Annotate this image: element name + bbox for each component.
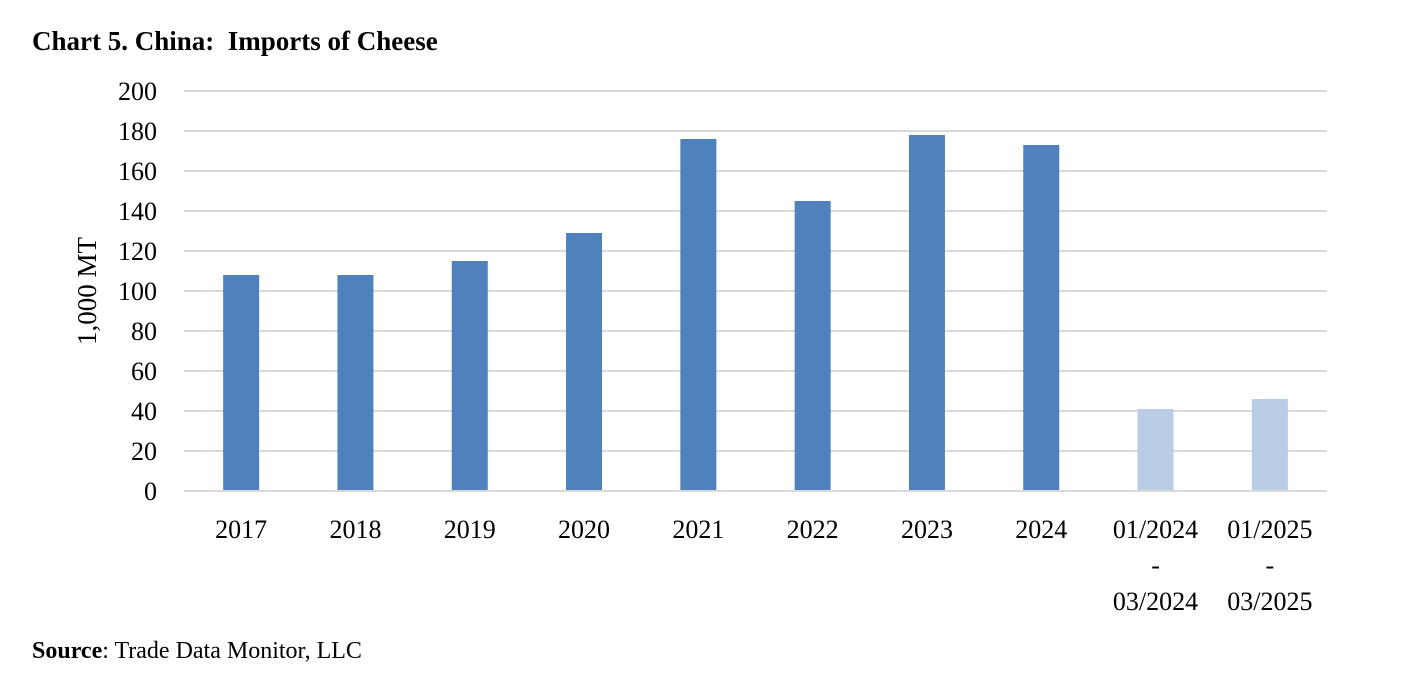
y-tick-label: 100 (118, 277, 157, 306)
y-tick-label: 160 (118, 157, 157, 186)
bar (908, 135, 945, 491)
x-tick-label: 2021 (672, 515, 724, 544)
x-tick-label-line: 2019 (444, 515, 496, 544)
y-tick-label: 120 (118, 237, 157, 266)
bar (337, 275, 374, 491)
x-tick-label-line: 2023 (901, 515, 953, 544)
bars (223, 135, 1288, 491)
bar (566, 233, 603, 491)
bar (1137, 409, 1174, 491)
x-tick-labels: 2017 2018 2019 2020 2021 2022 2023 2024 01/2024 -… (215, 515, 1312, 616)
bar (451, 261, 488, 491)
x-tick-label-line: 03/2024 (1113, 587, 1198, 616)
y-tick-label: 40 (131, 397, 157, 426)
gridlines (184, 90, 1327, 452)
source-note: Source: Trade Data Monitor, LLC (32, 638, 362, 665)
x-tick-label: 2020 (558, 515, 610, 544)
x-tick-label: 01/2025 - 03/2025 (1227, 515, 1312, 616)
x-tick-label-line: 03/2025 (1227, 587, 1312, 616)
x-tick-label-line: 2020 (558, 515, 610, 544)
y-tick-label: 180 (118, 117, 157, 146)
x-tick-label-line: - (1151, 551, 1160, 580)
bar (794, 201, 831, 491)
x-tick-label-line: 01/2025 (1227, 515, 1312, 544)
y-tick-label: 80 (131, 317, 157, 346)
x-tick-label-line: 2024 (1015, 515, 1067, 544)
source-label: Source (32, 638, 103, 664)
bar (680, 139, 717, 491)
x-tick-label: 01/2024 - 03/2024 (1113, 515, 1198, 616)
y-tick-label: 200 (118, 77, 157, 106)
x-tick-label-line: 2018 (329, 515, 381, 544)
y-tick-label: 60 (131, 357, 157, 386)
source-text: : Trade Data Monitor, LLC (102, 638, 362, 664)
x-tick-label-line: - (1266, 551, 1275, 580)
bar (1251, 399, 1288, 491)
x-tick-label: 2017 (215, 515, 267, 544)
x-tick-label-line: 2022 (787, 515, 839, 544)
x-tick-label: 2024 (1015, 515, 1067, 544)
x-tick-label: 2018 (329, 515, 381, 544)
chart-title: Chart 5. China: Imports of Cheese (32, 26, 438, 56)
x-tick-label-line: 2017 (215, 515, 267, 544)
y-tick-label: 140 (118, 197, 157, 226)
x-tick-label: 2022 (787, 515, 839, 544)
y-tick-label: 0 (144, 477, 157, 506)
y-axis-label: 1,000 MT (72, 236, 102, 345)
x-tick-label: 2023 (901, 515, 953, 544)
x-tick-label-line: 2021 (672, 515, 724, 544)
x-tick-label: 2019 (444, 515, 496, 544)
x-tick-label-line: 01/2024 (1113, 515, 1198, 544)
y-tick-labels: 0 20 40 60 80 100 120 140 160 180 200 (118, 77, 157, 506)
y-tick-label: 20 (131, 437, 157, 466)
bar (223, 275, 260, 491)
bar (1023, 145, 1060, 491)
